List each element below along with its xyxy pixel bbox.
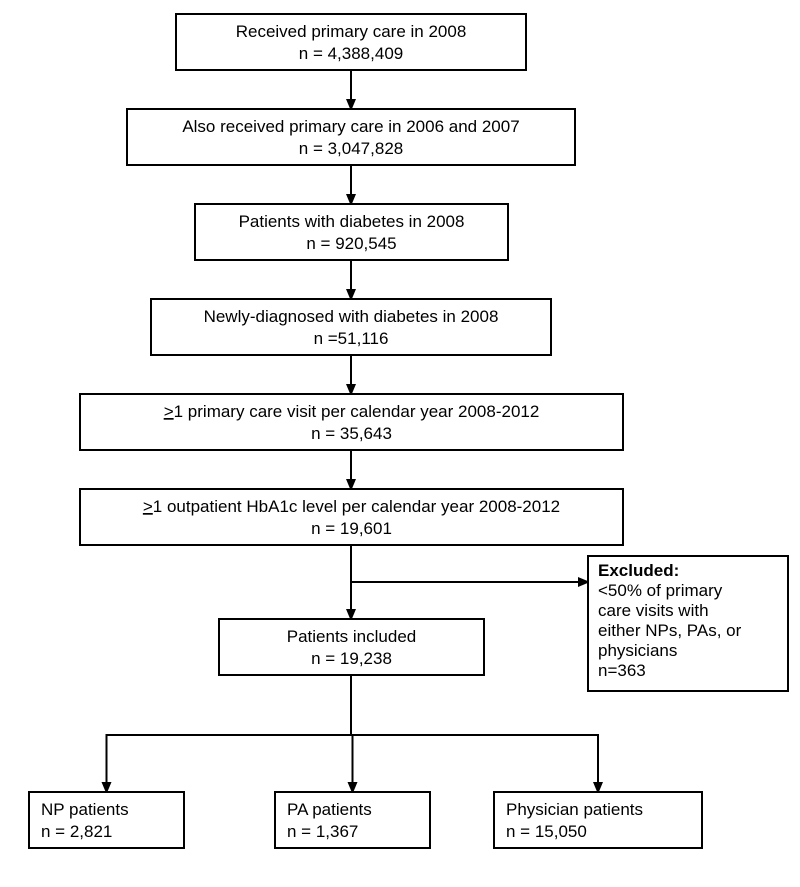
node-ph: Physician patients n = 15,050 [494, 792, 702, 848]
node-ex: Excluded:<50% of primarycare visits with… [588, 556, 788, 691]
node-line-ex-1: care visits with [598, 601, 709, 620]
node-line-n3-0: Patients with diabetes in 2008 [239, 212, 465, 231]
node-line-ex-4: n=363 [598, 661, 646, 680]
node-n5: >1 primary care visit per calendar year … [80, 394, 623, 450]
node-line-n4-1: n =51,116 [314, 329, 389, 348]
node-title-ex: Excluded: [598, 561, 679, 580]
node-line-np-1: n = 2,821 [41, 822, 112, 841]
node-n7: Patients included n = 19,238 [219, 619, 484, 675]
node-line-np-0: NP patients [41, 800, 129, 819]
node-line-n1-1: n = 4,388,409 [299, 44, 403, 63]
node-line-n5-0: >1 primary care visit per calendar year … [164, 402, 540, 421]
node-line-n6-1: n = 19,601 [311, 519, 392, 538]
node-line-ex-3: physicians [598, 641, 677, 660]
nodes-layer: Received primary care in 2008 n = 4,388,4… [29, 14, 788, 848]
node-line-ph-0: Physician patients [506, 800, 643, 819]
node-line-ex-0: <50% of primary [598, 581, 723, 600]
node-n1: Received primary care in 2008 n = 4,388,4… [176, 14, 526, 70]
node-line-n5-1: n = 35,643 [311, 424, 392, 443]
node-n3: Patients with diabetes in 2008 n = 920,54… [195, 204, 508, 260]
node-line-n2-1: n = 3,047,828 [299, 139, 403, 158]
node-line-n7-0: Patients included [287, 627, 416, 646]
node-line-n6-0: >1 outpatient HbA1c level per calendar y… [143, 497, 560, 516]
node-np: NP patients n = 2,821 [29, 792, 184, 848]
node-line-n2-0: Also received primary care in 2006 and 2… [182, 117, 519, 136]
node-line-n7-1: n = 19,238 [311, 649, 392, 668]
node-pa: PA patients n = 1,367 [275, 792, 430, 848]
node-line-n3-1: n = 920,545 [306, 234, 396, 253]
node-line-n4-0: Newly-diagnosed with diabetes in 2008 [204, 307, 499, 326]
node-line-pa-0: PA patients [287, 800, 372, 819]
node-n4: Newly-diagnosed with diabetes in 2008 n =… [151, 299, 551, 355]
node-line-n1-0: Received primary care in 2008 [236, 22, 467, 41]
edge-n7-ph [351, 675, 598, 792]
node-n2: Also received primary care in 2006 and 2… [127, 109, 575, 165]
node-line-ph-1: n = 15,050 [506, 822, 587, 841]
node-line-ex-2: either NPs, PAs, or [598, 621, 742, 640]
edge-n7-np [107, 675, 352, 792]
node-n6: >1 outpatient HbA1c level per calendar y… [80, 489, 623, 545]
node-line-pa-1: n = 1,367 [287, 822, 358, 841]
